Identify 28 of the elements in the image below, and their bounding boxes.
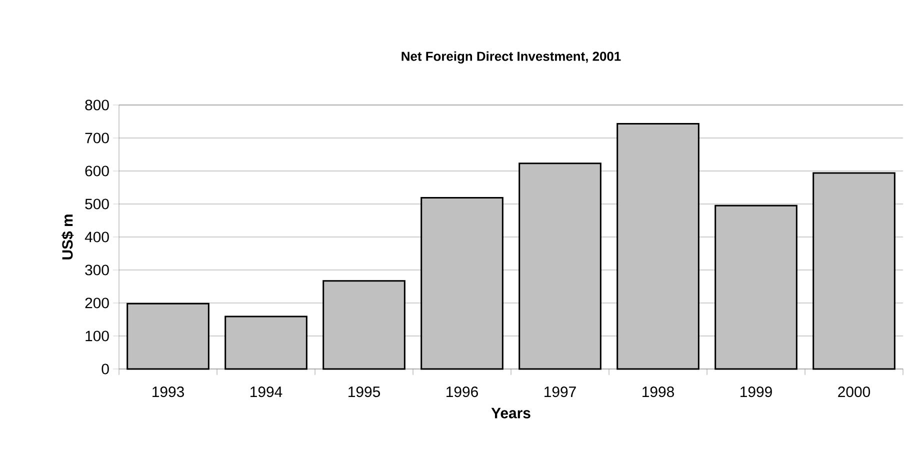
- x-tick-label: 1994: [250, 386, 282, 398]
- bar: [714, 204, 798, 370]
- x-tick-label: 1999: [740, 386, 772, 398]
- bar: [812, 172, 896, 370]
- bar: [616, 123, 700, 370]
- chart-title: Net Foreign Direct Investment, 2001: [402, 51, 621, 64]
- x-tick-label: 2000: [838, 386, 870, 398]
- bar: [518, 162, 602, 370]
- bar: [126, 302, 210, 370]
- x-tick-label: 1995: [348, 386, 380, 398]
- y-tick-label: 100: [86, 330, 109, 342]
- x-tick-label: 1993: [152, 386, 184, 398]
- bar: [224, 316, 308, 370]
- y-tick-label: 200: [85, 298, 109, 308]
- bar: [420, 196, 504, 370]
- y-tick-label: 0: [102, 364, 109, 374]
- x-tick-label: 1998: [642, 386, 674, 398]
- y-tick-label: 800: [85, 100, 109, 110]
- y-tick-label: 400: [84, 232, 109, 242]
- y-tick-label: 500: [85, 198, 109, 210]
- bar: [322, 280, 406, 370]
- x-tick-label: 1996: [446, 386, 478, 398]
- y-tick-label: 600: [85, 166, 109, 176]
- y-tick-label: 700: [85, 132, 109, 144]
- y-tick-label: 300: [85, 264, 109, 276]
- x-axis-title: Years: [491, 408, 530, 418]
- x-tick-label: 1997: [544, 386, 576, 398]
- y-axis-title: US$ m: [62, 214, 74, 260]
